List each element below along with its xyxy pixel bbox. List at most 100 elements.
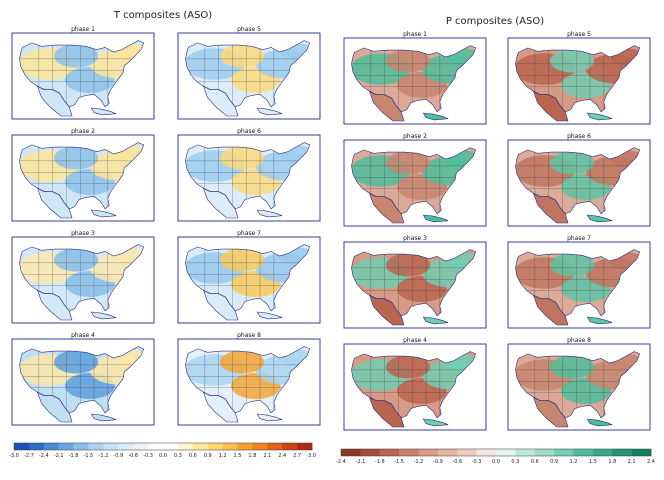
p-caribbean-fill xyxy=(587,113,613,120)
p-caribbean-fill xyxy=(423,113,449,120)
t-colorbar-tick: 1.5 xyxy=(234,453,242,459)
t-colorbar-tick: -1.5 xyxy=(84,453,94,459)
p-colorbar-swatch xyxy=(399,449,419,456)
t-panel-5: phase 3 xyxy=(11,230,155,324)
t-panel-1: phase 1 xyxy=(11,26,155,120)
p-anomaly-region xyxy=(610,150,640,168)
t-panel-frame xyxy=(11,134,155,222)
p-anomaly-region xyxy=(386,49,431,73)
p-anomaly-region xyxy=(446,354,476,372)
p-anomaly-region xyxy=(446,150,476,168)
p-colorbar-tick: -0.3 xyxy=(472,459,482,465)
p-anomaly-region xyxy=(386,355,431,379)
t-mexico-fill xyxy=(203,290,238,320)
t-mexico-fill xyxy=(37,392,72,422)
p-colorbar-swatch xyxy=(457,449,477,456)
p-caribbean-fill xyxy=(423,317,449,324)
p-panel-frame xyxy=(343,241,487,329)
t-colorbar-tick: -1.2 xyxy=(99,453,109,459)
t-anomaly-region xyxy=(54,146,99,170)
t-phase-label: phase 5 xyxy=(237,26,261,33)
p-colorbar-tick: 0.3 xyxy=(511,459,519,465)
t-panel-frame xyxy=(11,236,155,324)
t-colorbar-swatch xyxy=(43,443,59,450)
t-colorbar-swatch xyxy=(282,443,298,450)
p-colorbar-tick: 1.5 xyxy=(589,459,597,465)
p-colorbar-tick: 0.6 xyxy=(531,459,539,465)
t-colorbar-tick: 2.1 xyxy=(263,453,271,459)
p-panel-3: phase 2 xyxy=(343,133,487,227)
t-colorbar-tick: 0.0 xyxy=(159,453,167,459)
p-anomaly-region xyxy=(550,253,595,277)
t-colorbar-tick: -2.7 xyxy=(24,453,34,459)
p-mexico-fill xyxy=(369,397,404,427)
p-colorbar-tick: -1.5 xyxy=(394,459,404,465)
t-anomaly-region xyxy=(220,350,265,374)
p-phase-label: phase 5 xyxy=(567,31,591,38)
t-panel-frame xyxy=(177,236,321,324)
t-panel-frame xyxy=(177,32,321,120)
p-anomaly-region xyxy=(446,48,476,66)
t-colorbar-tick: 1.2 xyxy=(219,453,227,459)
p-composites-title: P composites (ASO) xyxy=(446,16,544,27)
t-caribbean-fill xyxy=(91,210,117,217)
t-anomaly-region xyxy=(54,248,99,272)
t-colorbar-outline xyxy=(13,442,313,451)
t-colorbar-swatch xyxy=(28,443,45,450)
t-phase-label: phase 3 xyxy=(71,230,95,237)
p-anomaly-region xyxy=(610,48,640,66)
p-phase-label: phase 6 xyxy=(567,133,591,140)
p-panel-frame xyxy=(507,139,651,227)
p-colorbar-tick: -0.6 xyxy=(452,459,462,465)
t-anomaly-region xyxy=(280,43,310,61)
t-colorbar-swatch xyxy=(88,443,104,450)
p-phase-label: phase 3 xyxy=(403,235,427,242)
t-caribbean-fill xyxy=(91,312,117,319)
t-mexico-fill xyxy=(203,188,238,218)
t-composite-panels: phase 1 phase 5 phase 2 phase 6 phase 3 phase… xyxy=(11,26,321,426)
p-phase-label: phase 8 xyxy=(567,337,591,344)
t-colorbar-tick: 0.6 xyxy=(189,453,197,459)
p-panel-5: phase 3 xyxy=(343,235,487,329)
t-phase-label: phase 2 xyxy=(71,128,95,135)
t-anomaly-region xyxy=(114,247,144,265)
p-colorbar-swatch xyxy=(418,449,439,456)
t-colorbar-tick: -2.1 xyxy=(54,453,64,459)
p-panel-8: phase 8 xyxy=(507,337,651,431)
p-panel-2: phase 5 xyxy=(507,31,651,125)
t-phase-label: phase 4 xyxy=(71,332,95,339)
t-panel-2: phase 5 xyxy=(177,26,321,120)
p-colorbar-outline xyxy=(340,448,652,457)
p-panel-frame xyxy=(507,241,651,329)
p-colorbar-tick: -1.8 xyxy=(375,459,385,465)
t-colorbar-tick: -0.3 xyxy=(143,453,153,459)
p-anomaly-region xyxy=(550,151,595,175)
p-colorbar-tick: -2.1 xyxy=(356,459,366,465)
p-panel-frame xyxy=(343,139,487,227)
t-colorbar-tick: 2.4 xyxy=(278,453,286,459)
p-panel-frame xyxy=(507,37,651,125)
p-colorbar: -2.4 -2.1 -1.8 -1.5 -1.2 -0.9 -0.6 -0.3 0.0 0.3 0.… xyxy=(336,448,655,465)
t-mexico-fill xyxy=(37,86,72,116)
t-mexico-fill xyxy=(37,290,72,320)
t-colorbar-tick: -0.6 xyxy=(128,453,138,459)
p-anomaly-region xyxy=(550,355,595,379)
t-panel-frame xyxy=(177,338,321,426)
p-mexico-fill xyxy=(533,397,568,427)
t-colorbar-swatch xyxy=(207,443,223,450)
p-colorbar-swatch xyxy=(379,449,400,456)
t-colorbar-swatch xyxy=(148,443,164,450)
p-colorbar-swatch xyxy=(534,449,555,456)
t-anomaly-region xyxy=(220,146,265,170)
t-anomaly-region xyxy=(114,349,144,367)
t-anomaly-region xyxy=(280,145,310,163)
t-colorbar-tick: 2.7 xyxy=(293,453,301,459)
t-colorbar-swatch xyxy=(133,443,149,450)
t-mexico-fill xyxy=(203,86,238,116)
p-caribbean-fill xyxy=(587,419,613,426)
p-mexico-fill xyxy=(369,91,404,121)
t-colorbar-swatch xyxy=(163,443,179,450)
p-colorbar-tick: 2.4 xyxy=(647,459,655,465)
t-colorbar-swatch xyxy=(237,443,253,450)
